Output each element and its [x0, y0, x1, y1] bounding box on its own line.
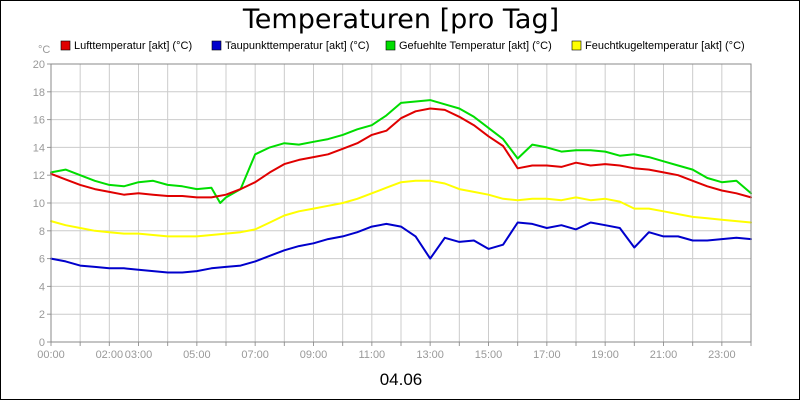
x-tick-label: 05:00 [183, 349, 211, 361]
x-tick-label: 23:00 [708, 349, 736, 361]
x-axis-ticks: 00:00 02:00 03:00 05:00 07:00 09:00 11:00 13:00… [37, 342, 752, 361]
y-tick-label: 10 [33, 198, 45, 210]
y-tick-label: 20 [33, 59, 45, 71]
grid [51, 63, 751, 343]
y-tick-label: 14 [33, 142, 45, 154]
y-axis-ticks: 0 2 4 6 8 10 12 14 16 18 20 [33, 59, 51, 349]
legend-label-taupunkttemperatur: Taupunkttemperatur [akt] (°C) [225, 40, 369, 52]
legend-swatch-taupunkttemperatur [211, 40, 222, 51]
y-tick-label: 6 [39, 254, 45, 266]
y-tick-label: 18 [33, 87, 45, 99]
legend-swatch-lufttemperatur [60, 40, 71, 51]
x-tick-label: 00:00 [37, 349, 65, 361]
legend: Lufttemperatur [akt] (°C) Taupunkttemper… [60, 40, 745, 52]
legend-label-lufttemperatur: Lufttemperatur [akt] (°C) [74, 40, 192, 52]
legend-swatch-gefuehlte-temperatur [385, 40, 396, 51]
x-tick-label: 15:00 [475, 349, 503, 361]
y-tick-label: 4 [39, 281, 45, 293]
series-line-0 [50, 107, 752, 199]
legend-swatch-feuchtkugeltemperatur [571, 40, 582, 51]
plot-area-border [50, 63, 752, 343]
y-tick-label: 12 [33, 170, 45, 182]
x-tick-label: 07:00 [241, 349, 269, 361]
y-tick-label: 2 [39, 309, 45, 321]
y-tick-label: 16 [33, 115, 45, 127]
x-tick-label: 21:00 [650, 349, 678, 361]
x-tick-label: 13:00 [416, 349, 444, 361]
x-tick-label: 03:00 [125, 349, 153, 361]
y-tick-label: 8 [39, 226, 45, 238]
y-axis-unit: °C [38, 44, 50, 56]
x-axis-date-label: 04.06 [380, 370, 423, 389]
legend-label-gefuehlte-temperatur: Gefuehlte Temperatur [akt] (°C) [399, 40, 552, 52]
series-lines [50, 99, 752, 274]
chart-title: Temperaturen [pro Tag] [242, 4, 559, 35]
y-tick-label: 0 [39, 337, 45, 349]
series-line-3 [50, 179, 752, 238]
legend-label-feuchtkugeltemperatur: Feuchtkugeltemperatur [akt] (°C) [585, 40, 745, 52]
x-tick-label: 02:00 [96, 349, 124, 361]
x-tick-label: 09:00 [300, 349, 328, 361]
x-tick-label: 19:00 [591, 349, 619, 361]
x-tick-label: 17:00 [533, 349, 561, 361]
series-line-1 [50, 221, 752, 274]
series-line-2 [50, 99, 752, 204]
x-tick-label: 11:00 [358, 349, 385, 361]
